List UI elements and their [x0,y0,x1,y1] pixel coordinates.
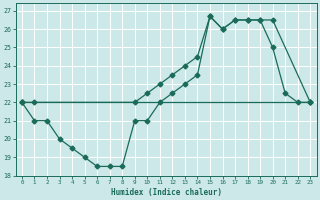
X-axis label: Humidex (Indice chaleur): Humidex (Indice chaleur) [111,188,221,197]
